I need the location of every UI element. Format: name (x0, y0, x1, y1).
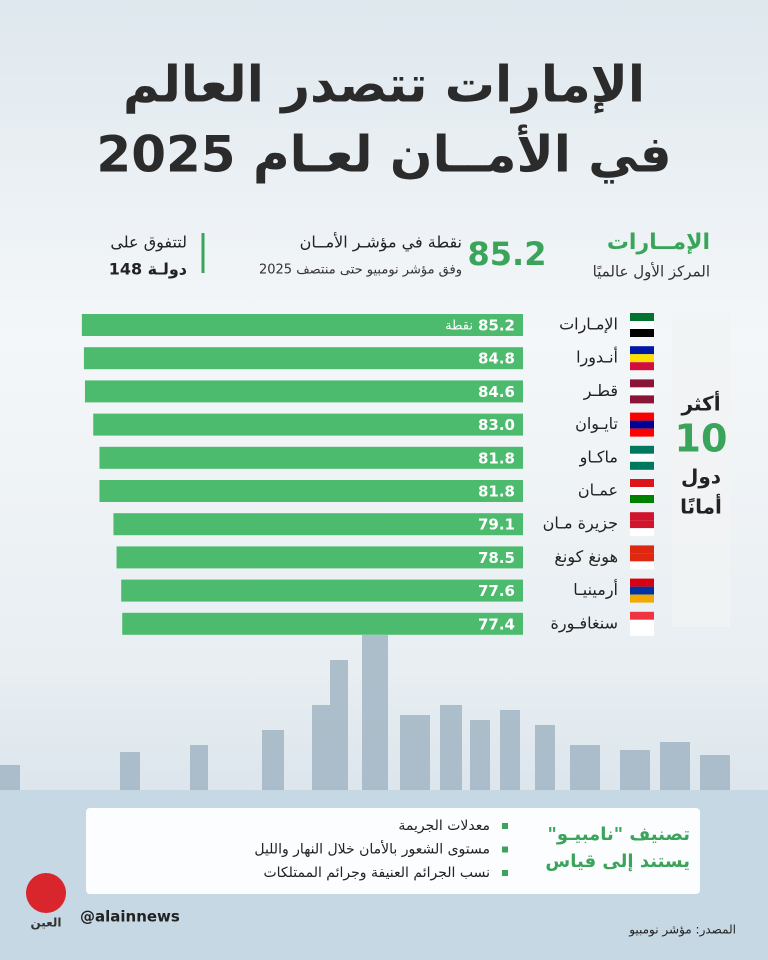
value-label: 83.0 (478, 416, 515, 434)
country-name: جزيرة مـان (543, 514, 618, 534)
side-panel (672, 313, 730, 627)
flag (630, 611, 654, 620)
flag (630, 528, 654, 537)
flag (630, 362, 654, 371)
country-name: الإمـارات (559, 315, 618, 335)
title: الإمارات تتصدر العالم (123, 56, 645, 114)
value-label: 77.4 (478, 615, 515, 633)
bullet-text: نسب الجرائم العنيفة وجرائم الممتلكات (263, 865, 490, 881)
flag (630, 578, 654, 587)
side-number: 10 (675, 417, 728, 461)
side-text: أمانًا (680, 493, 722, 519)
flag (630, 387, 654, 396)
logo-text: العين (30, 916, 61, 930)
flag (630, 329, 654, 337)
bar (93, 413, 523, 436)
value-label: 85.2 (478, 317, 515, 335)
bar (99, 480, 524, 502)
flag (630, 461, 654, 470)
flag (630, 346, 654, 355)
bullet-mark (502, 846, 508, 853)
bullet-mark (502, 823, 508, 829)
bar (121, 579, 524, 602)
bullet-list: معدلات الجريمة مستوى الشعور بالأمان خلال … (254, 818, 508, 881)
country-name: سنغافـورة (550, 613, 618, 633)
flag (630, 321, 654, 329)
title: في الأمــان لعـام 2025 (96, 124, 671, 184)
value-label: 78.5 (478, 549, 515, 567)
flag (630, 512, 654, 521)
value-label: 77.6 (478, 582, 515, 600)
highlight-country: الإمــارات (607, 230, 710, 255)
value-label: 79.1 (478, 516, 515, 534)
unit-label: نقطة (445, 319, 473, 334)
flag (630, 586, 654, 595)
side-text: أكثر (680, 390, 720, 416)
flag (630, 453, 654, 462)
flag (630, 428, 654, 437)
flag (630, 395, 654, 404)
flag (630, 594, 654, 603)
flag (630, 553, 654, 562)
score-text: نقطة في مؤشـر الأمــان (300, 232, 462, 253)
flag (630, 445, 654, 454)
flag (630, 619, 654, 628)
flag (630, 412, 654, 421)
bar (113, 513, 523, 536)
score-source: وفق مؤشر نومبيو حتى منتصف 2025 (259, 263, 462, 278)
flag (630, 520, 654, 529)
flag (630, 379, 654, 388)
highlight-rank: المركز الأول عالميًا (593, 262, 710, 281)
outperform: 148 دولـة (109, 260, 187, 279)
outperform: لتتفوق على (110, 233, 187, 253)
bullet-text: مستوى الشعور بالأمان خلال النهار والليل (254, 840, 490, 858)
bar (84, 380, 524, 403)
country-name: أرمينيـا (573, 579, 618, 600)
flag (630, 313, 654, 321)
country-name: تايـوان (575, 414, 618, 434)
flag (630, 354, 654, 363)
highlight-score: 85.2 (468, 235, 547, 273)
bullet-text: معدلات الجريمة (398, 818, 490, 834)
bar (81, 314, 523, 336)
flag (630, 495, 654, 503)
country-name: ماكـاو (579, 447, 618, 467)
info-heading: تصنيف "نامبيـو" (548, 824, 690, 845)
country-name: عمـان (578, 481, 618, 500)
bar (122, 612, 524, 635)
flag (630, 479, 654, 487)
flag (630, 627, 654, 636)
info-box (86, 808, 700, 894)
side-text: دول (681, 465, 721, 489)
bar (83, 347, 524, 370)
bar (116, 546, 524, 569)
bullet-mark (502, 870, 508, 876)
bar (99, 446, 524, 469)
country-name: قطـر (583, 381, 618, 401)
bar-chart: 85.2 الإمـارات 84.8 أنـدورا 84.6 قطـر 83.0 تايـ… (81, 313, 654, 636)
info-heading: يستند إلى قياس (545, 851, 690, 872)
handle: @alainnews (80, 908, 180, 926)
flag (630, 545, 654, 554)
flag (630, 420, 654, 429)
source: المصدر: مؤشر نومبيو (628, 923, 736, 938)
country-name: هونغ كونغ (554, 547, 618, 567)
value-label: 81.8 (478, 449, 515, 467)
value-label: 81.8 (478, 483, 515, 501)
flag (630, 487, 654, 495)
logo-mark (26, 873, 66, 913)
country-name: أنـدورا (576, 347, 618, 368)
value-label: 84.6 (478, 383, 515, 401)
skyline (0, 635, 730, 790)
flag (630, 561, 654, 570)
value-label: 84.8 (478, 350, 515, 368)
